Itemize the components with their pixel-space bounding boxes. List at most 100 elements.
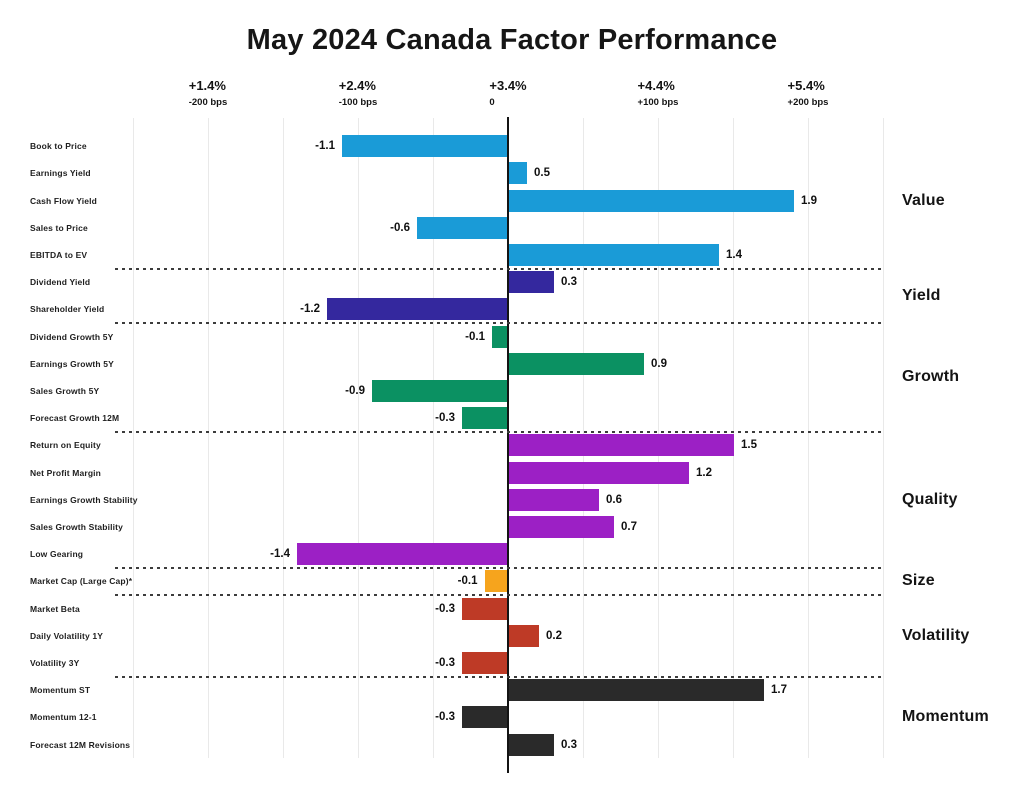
bar-value-label: -1.4	[270, 548, 290, 561]
factor-bar	[509, 434, 734, 457]
gridline	[808, 118, 809, 758]
factor-bar	[327, 298, 507, 321]
axis-tick: +5.4% +200 bps	[788, 78, 829, 108]
factor-label: Daily Volatility 1Y	[30, 630, 104, 641]
gridline	[358, 118, 359, 758]
bar-value-label: 0.2	[546, 629, 562, 642]
bar-value-label: 0.7	[621, 521, 637, 533]
factor-bar	[492, 325, 507, 348]
group-label-size: Size	[902, 572, 935, 590]
factor-bar	[509, 162, 527, 185]
factor-bar	[462, 407, 507, 430]
bar-value-label: 1.9	[801, 194, 817, 207]
gridline	[283, 118, 284, 758]
factor-bar	[509, 244, 719, 266]
bar-value-label: 0.3	[561, 738, 577, 751]
axis-tick: +3.4% 0	[489, 78, 526, 108]
factor-label: Momentum 12-1	[30, 712, 97, 723]
factor-label: Earnings Growth 5Y	[30, 358, 114, 369]
factor-bar	[509, 461, 689, 484]
factor-label: Dividend Yield	[30, 277, 91, 288]
factor-bar	[462, 652, 507, 674]
group-separator	[115, 431, 885, 434]
factor-label: Low Gearing	[30, 549, 84, 560]
axis-tick-percent: +5.4%	[787, 78, 825, 93]
bar-value-label: -1.2	[300, 303, 320, 316]
gridline	[433, 118, 434, 758]
factor-bar	[509, 733, 554, 756]
axis-tick-bps: +100 bps	[637, 97, 679, 108]
axis-tick-percent: +3.4%	[489, 78, 527, 93]
group-separator	[115, 322, 885, 325]
axis-tick-bps: +200 bps	[787, 97, 829, 108]
bar-value-label: -0.9	[345, 385, 365, 397]
factor-bar	[509, 679, 764, 702]
factor-label: Cash Flow Yield	[30, 195, 97, 206]
bar-value-label: 1.5	[741, 439, 757, 452]
bar-value-label: -0.1	[457, 575, 478, 588]
factor-label: Earnings Growth Stability	[30, 494, 138, 505]
factor-label: Forecast Growth 12M	[30, 413, 120, 424]
factor-label: Sales Growth 5Y	[30, 386, 100, 396]
zero-axis-line	[507, 117, 509, 773]
axis-tick: +1.4% -200 bps	[189, 78, 228, 108]
bar-value-label: 0.3	[561, 276, 577, 289]
bar-value-label: 0.6	[606, 493, 622, 506]
bar-value-label: 0.5	[534, 167, 550, 180]
page-title: May 2024 Canada Factor Performance	[246, 24, 778, 56]
group-label-growth: Growth	[902, 368, 960, 386]
factor-label: Shareholder Yield	[30, 304, 105, 315]
factor-label: Sales to Price	[30, 222, 88, 233]
axis-tick-percent: +4.4%	[637, 78, 675, 93]
factor-label: Market Cap (Large Cap)*	[30, 576, 133, 587]
factor-bar	[509, 624, 539, 647]
axis-tick-percent: +2.4%	[338, 78, 376, 93]
factor-label: Volatility 3Y	[30, 658, 80, 668]
factor-bar	[372, 380, 507, 402]
axis-tick: +2.4% -100 bps	[339, 78, 378, 108]
factor-bar	[509, 488, 599, 511]
bar-value-label: 1.4	[726, 249, 742, 261]
bar-value-label: -0.1	[465, 330, 485, 343]
factor-bar	[509, 352, 644, 375]
bar-value-label: -0.6	[390, 221, 410, 234]
group-label-yield: Yield	[902, 286, 941, 304]
group-separator	[115, 676, 885, 678]
bar-value-label: -0.3	[435, 657, 455, 669]
bar-value-label: -0.3	[435, 412, 455, 425]
factor-bar	[462, 706, 507, 729]
group-label-momentum: Momentum	[902, 708, 989, 726]
factor-label: Market Beta	[30, 603, 80, 614]
factor-bar	[509, 516, 614, 538]
factor-label: Book to Price	[30, 141, 87, 152]
group-separator	[115, 567, 885, 570]
axis-tick-bps: 0	[489, 97, 495, 108]
factor-bar	[509, 189, 794, 212]
factor-label: Forecast 12M Revisions	[30, 739, 131, 750]
factor-label: Momentum ST	[30, 685, 91, 696]
factor-label: Earnings Yield	[30, 168, 91, 179]
factor-bar	[462, 597, 507, 620]
factor-label: Net Profit Margin	[30, 467, 102, 478]
axis-tick-bps: -100 bps	[338, 97, 378, 108]
bar-value-label: -0.3	[435, 602, 455, 615]
group-label-value: Value	[902, 191, 945, 209]
bar-value-label: -0.3	[435, 711, 455, 724]
group-separator	[115, 594, 885, 597]
bar-value-label: 1.7	[771, 684, 787, 697]
factor-bar	[509, 271, 554, 294]
factor-bar	[417, 216, 507, 239]
axis-tick: +4.4% +100 bps	[638, 78, 679, 108]
group-label-volatility: Volatility	[902, 626, 970, 644]
axis-tick-percent: +1.4%	[188, 78, 226, 93]
group-separator	[115, 268, 885, 270]
factor-bar	[297, 543, 507, 566]
factor-label: Return on Equity	[30, 440, 101, 451]
gridline	[208, 118, 209, 758]
factor-label: Dividend Growth 5Y	[30, 331, 114, 342]
bar-value-label: 1.2	[696, 466, 712, 479]
bar-value-label: -1.1	[315, 140, 335, 153]
factor-label: Sales Growth Stability	[30, 522, 124, 532]
bar-value-label: 0.9	[651, 357, 667, 370]
